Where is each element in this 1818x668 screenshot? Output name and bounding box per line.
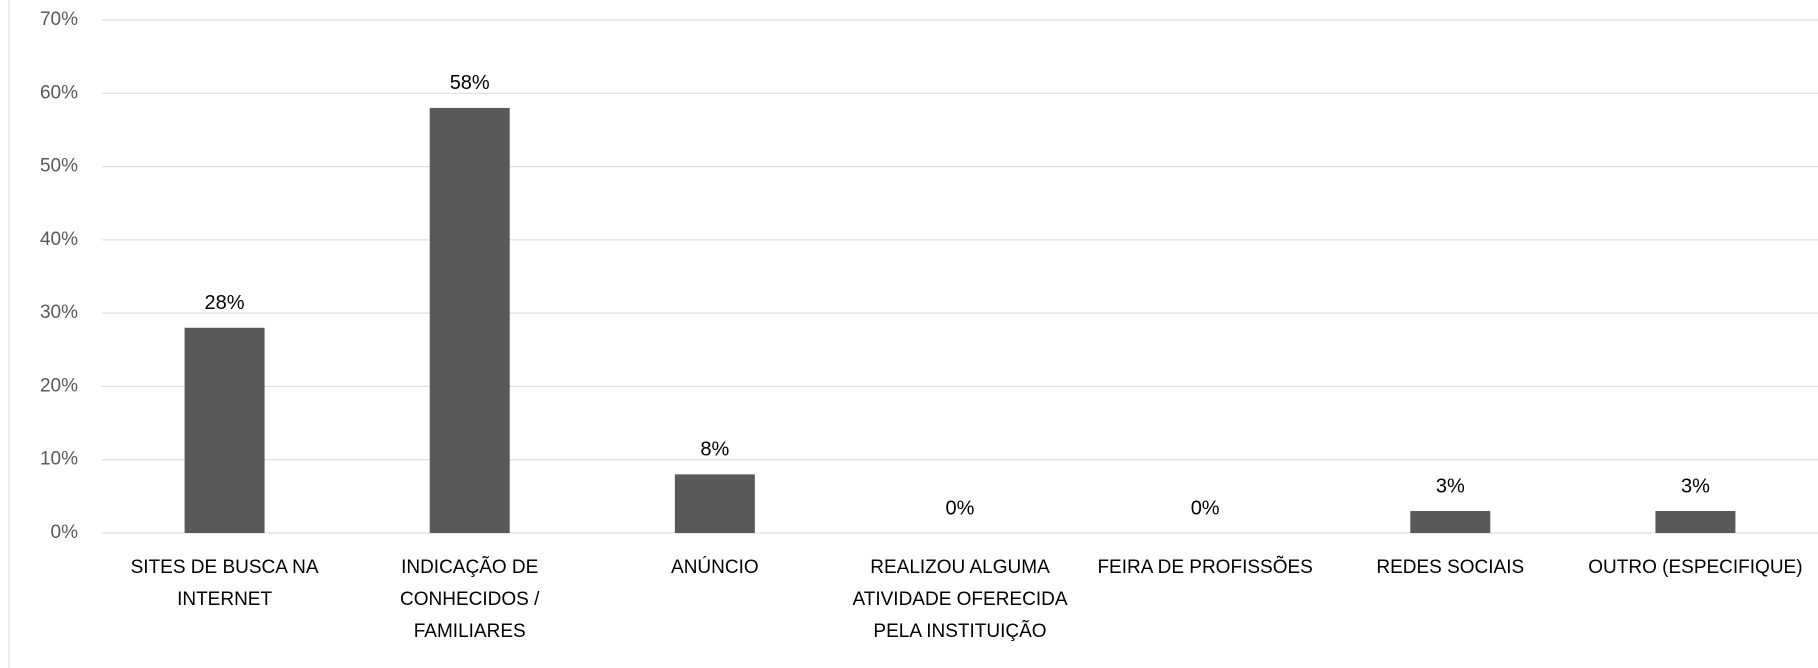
x-tick-label: REALIZOU ALGUMA ATIVIDADE OFERECIDA PELA I…: [852, 557, 1067, 642]
y-tick-label: 60%: [40, 82, 78, 103]
data-label: 0%: [946, 497, 975, 519]
x-tick-label: FEIRA DE PROFISSÕES: [1097, 556, 1312, 578]
data-label: 3%: [1681, 475, 1710, 497]
y-tick-label: 30%: [40, 302, 78, 323]
x-tick-label: INDICAÇÃO DE CONHECIDOS / FAMILIARES: [400, 556, 540, 642]
y-tick-label: 10%: [40, 449, 78, 470]
data-label: 28%: [205, 292, 245, 314]
bar: [184, 327, 265, 533]
y-tick-label: 40%: [40, 229, 78, 250]
bar: [1655, 511, 1736, 533]
y-tick-label: 70%: [40, 9, 78, 30]
y-tick-label: 20%: [40, 375, 78, 396]
data-label: 3%: [1436, 475, 1465, 497]
data-label: 0%: [1191, 497, 1220, 519]
y-tick-label: 50%: [40, 156, 78, 177]
bar: [674, 474, 755, 533]
x-tick-label: SITES DE BUSCA NA INTERNET: [131, 557, 319, 610]
bar: [429, 107, 510, 533]
data-label: 8%: [700, 439, 729, 461]
data-label: 58%: [450, 72, 490, 94]
x-tick-label: REDES SOCIAIS: [1376, 557, 1524, 578]
x-tick-label: OUTRO (ESPECIFIQUE): [1588, 557, 1802, 578]
bar: [1410, 511, 1491, 533]
x-tick-label: ANÚNCIO: [671, 556, 759, 578]
y-tick-label: 0%: [51, 522, 79, 543]
